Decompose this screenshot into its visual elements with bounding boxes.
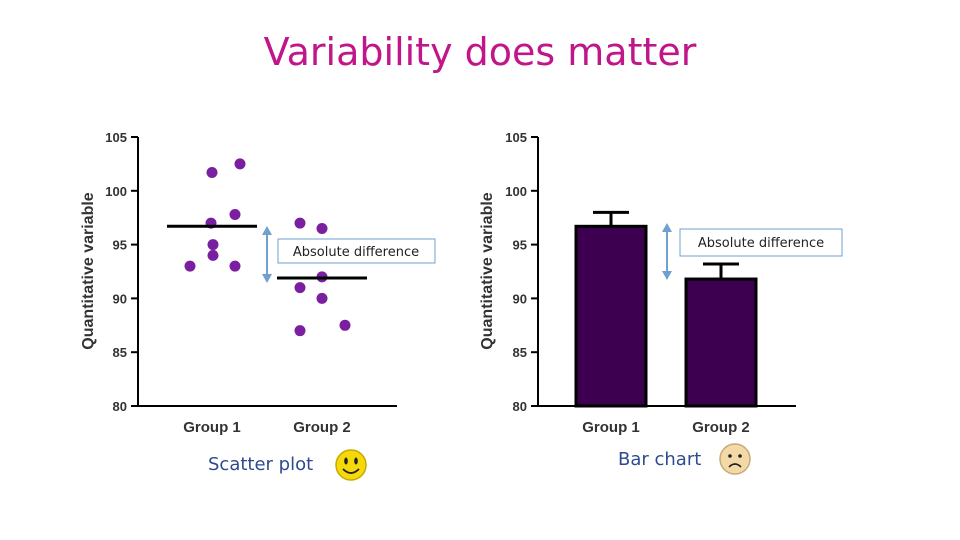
slide-title: Variability does matter: [263, 30, 697, 74]
bar-caption: Bar chart: [618, 449, 701, 470]
bar-y-tick-label: 85: [513, 345, 527, 360]
scatter-points: [184, 158, 351, 337]
scatter-mean-lines: [167, 224, 367, 280]
bar-category-label: Group 2: [692, 419, 750, 436]
scatter-point: [229, 208, 241, 220]
scatter-point: [184, 260, 196, 272]
scatter-point: [316, 292, 328, 304]
scatter-point: [294, 217, 306, 229]
scatter-difference-arrow: [262, 226, 272, 283]
bar-category-label: Group 1: [582, 419, 640, 436]
scatter-y-tick-label: 85: [113, 345, 127, 360]
scatter-y-axis-label: Quantitative variable: [80, 192, 97, 349]
scatter-y-tick-label: 100: [105, 184, 127, 199]
scatter-point: [234, 158, 246, 170]
scatter-point: [294, 325, 306, 337]
bar-y-tick-label: 80: [513, 399, 527, 414]
scatter-point: [206, 167, 218, 179]
scatter-chart: Quantitative variable 80 85 90 95 100 105 Gro…: [80, 130, 436, 481]
bar-y-tick-label: 90: [513, 291, 527, 306]
bar-bars: [574, 210, 758, 408]
scatter-y-tick-label: 105: [105, 130, 127, 145]
scatter-point: [207, 249, 219, 261]
scatter-y-tick-label: 95: [113, 238, 127, 253]
scatter-point: [316, 222, 328, 234]
scatter-category-label: Group 2: [293, 419, 351, 436]
bar-annotation-text: Absolute difference: [698, 236, 824, 251]
scatter-y-tick-label: 80: [113, 399, 127, 414]
scatter-point: [339, 319, 351, 331]
bar-y-tick-label: 105: [505, 130, 527, 145]
scatter-y-ticks: 80 85 90 95 100 105: [105, 130, 138, 414]
scatter-caption: Scatter plot: [208, 454, 313, 475]
scatter-y-tick-label: 90: [113, 291, 127, 306]
bar-chart: Quantitative variable 80 85 90 95 100 105 Gro…: [479, 130, 843, 475]
frowning-face-icon: [719, 443, 751, 475]
bar-y-axis-label: Quantitative variable: [479, 192, 496, 349]
bar-y-tick-label: 100: [505, 184, 527, 199]
bar-difference-arrow: [662, 223, 672, 280]
bar: [684, 277, 758, 408]
scatter-annotation-text: Absolute difference: [293, 245, 419, 260]
scatter-annotation-box: [277, 238, 436, 264]
scatter-point: [294, 282, 306, 294]
bar-y-ticks: 80 85 90 95 100 105: [505, 130, 538, 414]
scatter-point: [207, 239, 219, 251]
smiley-face-icon: [335, 449, 367, 481]
scatter-point: [229, 260, 241, 272]
bar-annotation-box: [679, 228, 843, 257]
bar-y-tick-label: 95: [513, 238, 527, 253]
bar: [574, 224, 648, 408]
scatter-category-label: Group 1: [183, 419, 241, 436]
